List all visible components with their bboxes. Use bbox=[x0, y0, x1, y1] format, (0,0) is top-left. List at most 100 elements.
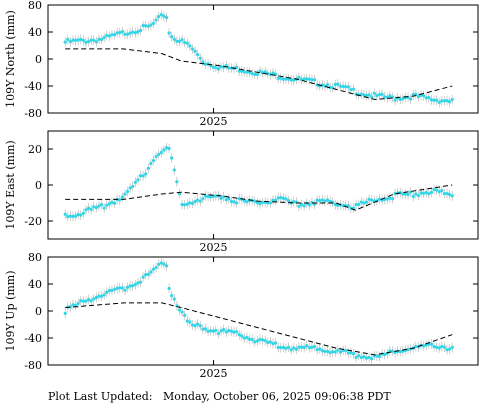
observation-point bbox=[198, 324, 202, 328]
observation-point bbox=[281, 196, 285, 200]
observation-point bbox=[310, 78, 314, 82]
observation-point bbox=[333, 82, 337, 87]
observation-point bbox=[84, 40, 88, 45]
observation-point bbox=[362, 201, 366, 205]
observation-point bbox=[237, 333, 241, 337]
observation-point bbox=[377, 197, 382, 201]
observation-point bbox=[123, 192, 127, 196]
y-tick-label: 40 bbox=[28, 278, 42, 291]
observation-point bbox=[180, 38, 184, 42]
observation-point bbox=[393, 350, 397, 355]
observation-point bbox=[84, 299, 88, 303]
observation-point bbox=[359, 200, 363, 204]
x-tick-label: 2025 bbox=[200, 241, 228, 254]
observation-point bbox=[229, 329, 234, 333]
observation-point bbox=[435, 98, 439, 102]
observation-point bbox=[84, 208, 88, 212]
observation-point bbox=[429, 342, 434, 346]
y-tick-label: 80 bbox=[28, 0, 42, 12]
observation-point bbox=[271, 341, 275, 346]
x-tick-label: 2025 bbox=[200, 115, 228, 128]
observation-point bbox=[289, 348, 293, 352]
observation-point bbox=[383, 352, 387, 357]
observation-point bbox=[424, 96, 428, 100]
observation-point bbox=[164, 264, 169, 268]
observation-point bbox=[177, 39, 182, 43]
observation-point bbox=[445, 348, 449, 352]
observation-point bbox=[354, 355, 358, 360]
observation-point bbox=[102, 293, 106, 297]
observation-point bbox=[312, 345, 317, 349]
observation-point bbox=[224, 198, 228, 202]
observation-point bbox=[112, 201, 117, 205]
observation-point bbox=[193, 49, 197, 53]
observation-point bbox=[146, 272, 150, 276]
observation-point bbox=[120, 286, 124, 290]
observation-point bbox=[411, 93, 415, 97]
observation-point bbox=[219, 196, 223, 200]
observation-point bbox=[138, 174, 143, 178]
observation-point bbox=[393, 98, 397, 102]
observation-point bbox=[318, 198, 322, 203]
observation-point bbox=[320, 349, 324, 353]
observation-point bbox=[73, 38, 78, 42]
observation-point bbox=[133, 283, 137, 287]
observation-point bbox=[97, 37, 101, 41]
observation-point bbox=[284, 197, 288, 201]
observation-point bbox=[203, 327, 208, 331]
observation-point bbox=[92, 205, 96, 209]
observation-point bbox=[305, 343, 309, 348]
observation-point bbox=[170, 156, 174, 160]
observation-point bbox=[235, 330, 239, 334]
observation-point bbox=[151, 21, 156, 25]
observation-point bbox=[351, 352, 356, 356]
observation-point bbox=[432, 187, 436, 192]
observation-point bbox=[276, 345, 280, 350]
observation-point bbox=[318, 347, 322, 351]
observation-point bbox=[188, 320, 192, 324]
observation-point bbox=[89, 207, 93, 211]
observation-point bbox=[377, 354, 382, 359]
observation-point bbox=[144, 24, 148, 28]
observation-point bbox=[346, 204, 350, 208]
observation-point bbox=[292, 78, 296, 82]
observation-point bbox=[193, 199, 197, 204]
observation-point bbox=[328, 351, 332, 355]
observation-point bbox=[367, 355, 371, 360]
observation-point bbox=[198, 56, 202, 60]
observation-point bbox=[299, 345, 304, 349]
observation-point bbox=[351, 87, 356, 91]
observation-point bbox=[263, 338, 267, 343]
observation-point bbox=[424, 190, 428, 195]
observation-point bbox=[422, 94, 426, 98]
observation-point bbox=[440, 344, 444, 349]
observation-point bbox=[214, 328, 218, 333]
model-line bbox=[65, 302, 453, 356]
observation-point bbox=[414, 192, 418, 196]
observation-point bbox=[76, 212, 80, 217]
chart-panel-2: -20 0 20 2025 109Y East (mm) bbox=[4, 130, 479, 254]
observation-point bbox=[102, 206, 106, 210]
observation-point bbox=[294, 347, 298, 351]
observation-point bbox=[107, 289, 111, 293]
observation-point bbox=[157, 262, 161, 266]
observation-point bbox=[144, 272, 148, 277]
observation-point bbox=[349, 87, 353, 92]
model-line bbox=[65, 184, 453, 211]
observation-point bbox=[250, 337, 254, 342]
observation-point bbox=[416, 193, 421, 198]
observation-point bbox=[305, 77, 309, 81]
observation-point bbox=[110, 33, 114, 37]
observation-point bbox=[151, 267, 156, 271]
observation-point bbox=[302, 77, 306, 81]
y-tick-label: -40 bbox=[24, 80, 42, 93]
observation-point bbox=[66, 215, 70, 219]
observation-point bbox=[105, 33, 109, 38]
observation-point bbox=[357, 353, 361, 358]
observation-point bbox=[68, 214, 72, 218]
observation-point bbox=[427, 192, 431, 196]
observation-point bbox=[263, 70, 267, 74]
observation-point bbox=[159, 150, 163, 155]
observation-point bbox=[364, 200, 369, 204]
observation-point bbox=[79, 37, 83, 41]
